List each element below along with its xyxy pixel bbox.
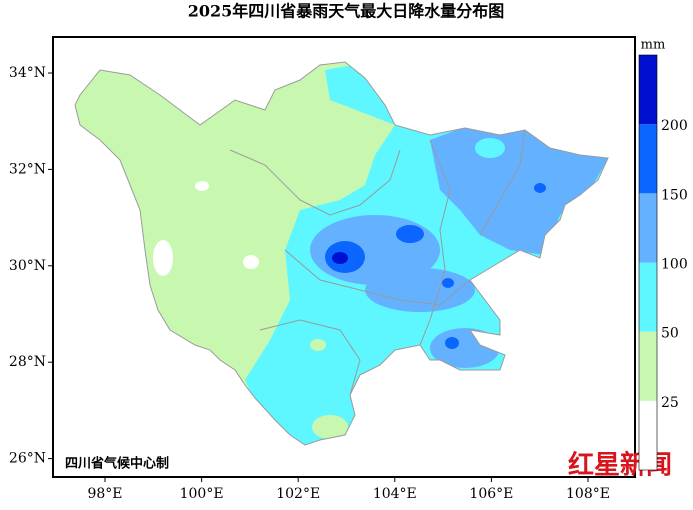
region-below-25	[153, 240, 173, 276]
colorbar-swatch	[639, 193, 657, 263]
region-150-200	[534, 183, 546, 193]
region-100-150	[430, 125, 608, 255]
y-tick-label: 32°N	[9, 161, 46, 177]
x-tick-label: 108°E	[566, 486, 610, 502]
colorbar-swatch	[639, 331, 657, 401]
x-tick-label: 104°E	[373, 486, 417, 502]
colorbar-label: 100	[661, 257, 688, 273]
region-25-50	[312, 415, 348, 439]
city-border	[479, 129, 526, 236]
x-tick-label: 100°E	[180, 486, 224, 502]
colorbar: 25 50 100 150 200	[638, 54, 688, 471]
region-below-25	[243, 255, 259, 269]
colorbar-swatch	[639, 124, 657, 194]
colorbar-swatch	[639, 262, 657, 332]
city-border	[229, 149, 401, 216]
region-over-200	[332, 252, 348, 264]
province-border	[74, 61, 609, 446]
colorbar-outline	[638, 54, 658, 471]
colorbar-unit: mm	[641, 38, 666, 53]
colorbar-label: 50	[661, 326, 679, 342]
x-tick-label: 98°E	[87, 486, 122, 502]
region-50-100	[475, 138, 505, 158]
colorbar-swatch	[639, 55, 657, 125]
x-tick-label: 102°E	[276, 486, 320, 502]
colorbar-label: 25	[661, 395, 679, 411]
title: 2025年四川省暴雨天气最大日降水量分布图	[188, 2, 505, 21]
colorbar-swatch	[639, 400, 657, 470]
colorbar-label: 200	[661, 118, 688, 134]
region-150-200	[442, 278, 454, 288]
y-tick-label: 26°N	[9, 451, 46, 467]
y-tick-label: 30°N	[9, 258, 46, 274]
city-border	[259, 319, 361, 396]
credit: 四川省气候中心制	[65, 456, 169, 472]
region-150-200	[396, 225, 424, 243]
y-tick-label: 34°N	[9, 65, 46, 81]
city-border	[419, 139, 451, 346]
region-below-25	[195, 181, 209, 191]
x-tick-label: 106°E	[469, 486, 513, 502]
colorbar-label: 150	[661, 187, 688, 203]
region-150-200	[445, 337, 459, 349]
y-tick-label: 28°N	[9, 354, 46, 370]
region-25-50	[310, 339, 326, 351]
city-border	[284, 249, 471, 306]
